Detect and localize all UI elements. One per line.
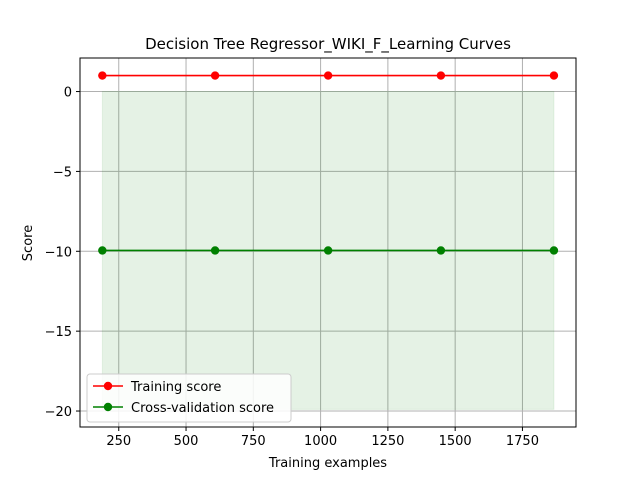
data-point (210, 71, 220, 80)
plot-frame (79, 57, 577, 428)
x-tick-label: 250 (106, 434, 131, 449)
x-tick-label: 750 (241, 434, 266, 449)
y-tick-label: −15 (45, 325, 72, 340)
legend-swatch-marker (103, 402, 113, 412)
data-point (323, 246, 333, 255)
data-point (549, 71, 559, 80)
x-tick-label: 1500 (439, 434, 472, 449)
legend: Training score Cross-validation score (86, 373, 292, 423)
x-axis-label: Training examples (268, 456, 387, 471)
data-point (98, 71, 107, 80)
y-tick-label: −5 (53, 165, 72, 180)
legend-label: Training score (130, 380, 221, 395)
axis-ticks: 250 500 750 1000 1250 1500 1750 0 −5 −10 −15 −20 (45, 86, 539, 449)
x-tick-label: 1750 (506, 434, 539, 449)
y-tick-label: −10 (45, 245, 72, 260)
x-tick-label: 500 (174, 434, 199, 449)
data-point (436, 246, 446, 255)
y-tick-label: 0 (64, 86, 72, 101)
x-tick-label: 1000 (304, 434, 337, 449)
data-point (210, 246, 220, 255)
data-point (323, 71, 333, 80)
legend-box (86, 373, 292, 423)
chart-title: Decision Tree Regressor_WIKI_F_Learning … (145, 35, 511, 54)
x-tick-label: 1250 (371, 434, 404, 449)
legend-swatch-marker (103, 381, 113, 391)
y-axis-label: Score (21, 225, 36, 261)
y-tick-label: −20 (45, 405, 72, 420)
data-point (549, 246, 559, 255)
data-point (98, 246, 107, 255)
data-point (436, 71, 446, 80)
series-lines (98, 71, 559, 255)
legend-label: Cross-validation score (131, 401, 274, 416)
